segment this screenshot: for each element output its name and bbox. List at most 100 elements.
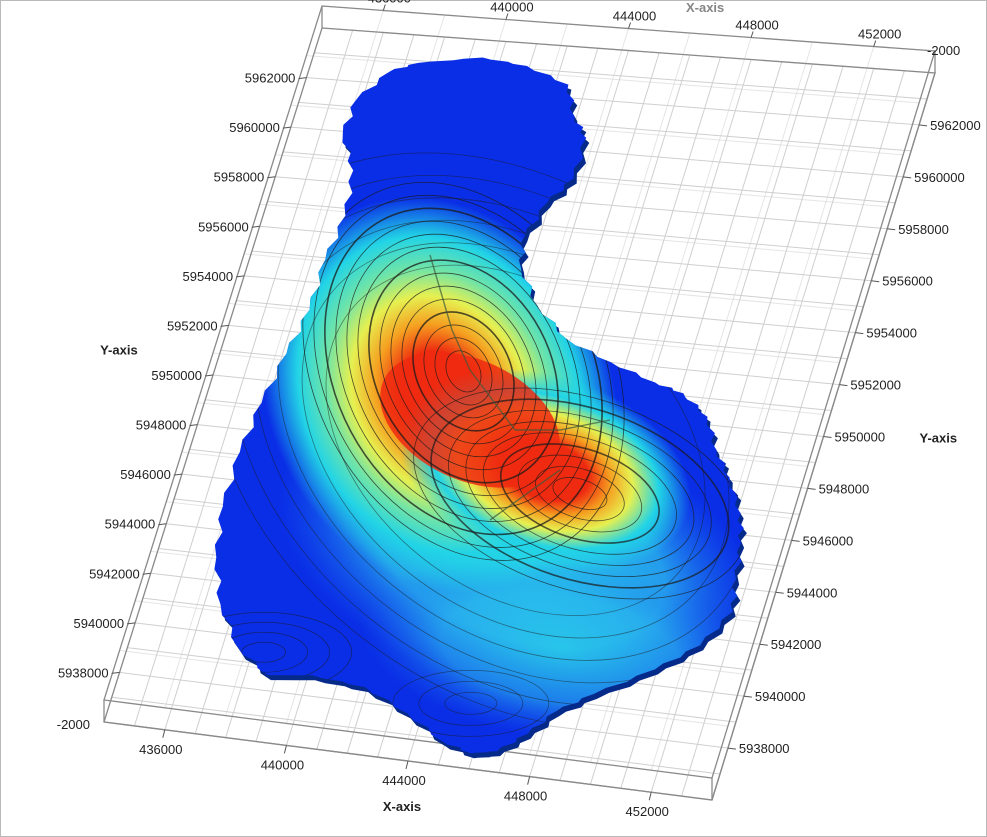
contour-line <box>401 298 526 445</box>
x-top-tick-mark <box>873 40 877 47</box>
y-axis-title-right: Y-axis <box>920 431 958 446</box>
y-right-tick-mark <box>903 176 912 179</box>
y-tick-mark <box>282 126 291 129</box>
x-top-tick-mark <box>628 22 631 29</box>
fault-line <box>429 254 611 521</box>
x-top-tick-mark <box>505 13 509 20</box>
y-right-tick-label: 5962000 <box>930 118 981 133</box>
y-tick-label: 5948000 <box>136 418 187 433</box>
y-right-tick-label: 5942000 <box>771 637 822 652</box>
tick-labels: 436000 440000 444000 448000 452000 436000 4400… <box>57 0 981 819</box>
x-tick-mark <box>405 760 409 770</box>
contour-line <box>535 465 625 522</box>
y-tick-label: 5938000 <box>58 665 109 680</box>
y-right-tick-label: 5950000 <box>835 430 886 445</box>
contour-line <box>552 477 608 510</box>
y-right-tick-mark <box>887 228 896 231</box>
surface <box>214 57 747 759</box>
grid-line-y <box>314 52 928 100</box>
y-right-tick-label: 5952000 <box>850 378 901 393</box>
contour-line <box>517 454 643 533</box>
y-tick-mark <box>298 77 307 80</box>
y-tick-mark <box>204 374 214 377</box>
x-tick-mark <box>162 729 166 738</box>
y-tick-label: 5960000 <box>229 120 280 135</box>
z-tick-label: -2000 <box>927 43 960 58</box>
y-tick-label: 5940000 <box>74 616 125 631</box>
x-top-tick-label: 448000 <box>735 18 778 33</box>
y-right-tick-mark <box>791 539 800 542</box>
contour-line <box>392 669 550 737</box>
x-axis-title: X-axis <box>383 799 421 814</box>
x-tick-label: 436000 <box>139 742 182 757</box>
contour-line <box>423 324 504 419</box>
y-tick-mark <box>189 424 198 427</box>
grid-line-y <box>111 696 721 775</box>
y-tick-label: 5962000 <box>245 71 296 86</box>
contour-line <box>390 285 537 458</box>
y-right-tick-mark <box>823 436 832 438</box>
y-right-tick-mark <box>743 695 752 698</box>
contour-line <box>379 272 548 471</box>
y-tick-label: 5952000 <box>167 318 218 333</box>
contour-line <box>499 443 660 544</box>
y-right-tick-label: 5940000 <box>755 689 806 704</box>
y-right-tick-label: 5944000 <box>787 585 838 600</box>
y-right-tick-label: 5960000 <box>914 170 965 185</box>
y-right-tick-mark <box>839 384 848 387</box>
y-tick-label: 5946000 <box>120 467 171 482</box>
contour-line <box>445 350 482 393</box>
y-right-tick-label: 5956000 <box>882 274 933 289</box>
x-tick-label: 440000 <box>261 757 304 772</box>
x-tick-mark <box>648 792 652 801</box>
y-tick-mark <box>142 572 151 575</box>
contour-line <box>465 421 695 566</box>
x-tick-label: 448000 <box>504 789 547 804</box>
contour-line <box>418 680 524 726</box>
x-top-tick-label: 452000 <box>858 27 901 42</box>
y-tick-mark <box>127 622 136 625</box>
contour-line <box>434 337 493 406</box>
y-tick-mark <box>220 324 229 327</box>
y-right-tick-label: 5948000 <box>819 481 870 496</box>
y-right-tick-mark <box>871 280 880 283</box>
y-right-tick-label: 5958000 <box>898 222 949 237</box>
x-top-tick-label: 436000 <box>368 0 411 6</box>
y-right-tick-mark <box>919 124 928 127</box>
y-tick-label: 5942000 <box>89 566 140 581</box>
y-right-tick-mark <box>807 487 816 490</box>
y-tick-mark <box>236 275 245 278</box>
y-axis-title-left: Y-axis <box>100 343 138 358</box>
contour-line <box>241 641 286 663</box>
x-tick-label: 444000 <box>382 773 425 788</box>
y-right-tick-mark <box>855 332 864 335</box>
y-tick-label: 5954000 <box>183 269 234 284</box>
y-tick-mark <box>111 671 120 674</box>
y-right-tick-label: 5938000 <box>739 741 790 756</box>
y-tick-label: 5950000 <box>151 368 202 383</box>
x-tick-mark <box>283 745 287 754</box>
contour-line <box>430 398 730 589</box>
y-right-tick-label: 5954000 <box>866 326 917 341</box>
x-top-tick-mark <box>750 31 754 38</box>
y-tick-label: 5956000 <box>198 219 249 234</box>
z-tick-label: -2000 <box>57 717 90 732</box>
x-tick-mark <box>527 776 531 785</box>
x-tick-label: 452000 <box>626 804 669 819</box>
x-top-tick-label: 440000 <box>490 0 533 15</box>
contour-line <box>412 311 515 432</box>
contour-line <box>482 432 677 555</box>
contour-line <box>357 246 570 497</box>
y-right-tick-label: 5946000 <box>803 533 854 548</box>
y-tick-mark <box>267 176 276 179</box>
y-tick-label: 5944000 <box>105 517 156 532</box>
y-right-tick-mark <box>775 591 784 594</box>
y-tick-mark <box>158 523 167 526</box>
grid-line-top-y <box>306 55 920 104</box>
contour-line <box>444 691 498 715</box>
y-tick-mark <box>173 473 182 476</box>
x-axis-title-top: X-axis <box>686 0 724 15</box>
y-tick-mark <box>251 225 260 228</box>
y-right-tick-mark <box>727 747 736 750</box>
